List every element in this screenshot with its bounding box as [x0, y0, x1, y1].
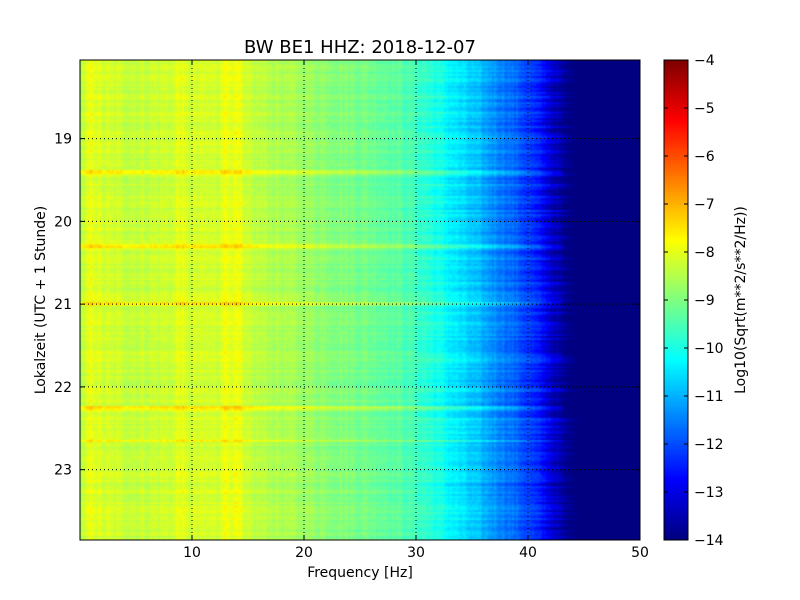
plot-frame — [79, 59, 641, 541]
x-tick-label: 10 — [183, 545, 201, 561]
colorbar-tick-label: −14 — [694, 533, 724, 549]
y-tick-label: 19 — [54, 132, 72, 148]
colorbar-tick-label: −5 — [694, 101, 715, 117]
x-tick-label: 40 — [519, 545, 537, 561]
colorbar-tick-label: −11 — [694, 389, 724, 405]
colorbar-tick-label: −10 — [694, 341, 724, 357]
y-tick-label: 20 — [54, 214, 72, 230]
y-tick-label: 23 — [54, 463, 72, 479]
colorbar-tick-label: −8 — [694, 245, 715, 261]
plot-area: 10 20 30 40 50 19 20 21 22 23 — [54, 59, 649, 561]
x-tick-label: 30 — [407, 545, 425, 561]
y-axis-label: Lokalzeit (UTC + 1 Stunde) — [33, 206, 49, 395]
y-tick-label: 21 — [54, 297, 72, 313]
colorbar-tick-label: −9 — [694, 293, 715, 309]
colorbar-tick-label: −12 — [694, 437, 724, 453]
x-axis-label: Frequency [Hz] — [307, 565, 413, 581]
y-tick-label: 22 — [54, 380, 72, 396]
colorbar-tick-label: −4 — [694, 53, 715, 69]
x-tick-label: 20 — [295, 545, 313, 561]
colorbar-tick-label: −6 — [694, 149, 715, 165]
colorbar-tick-label: −13 — [694, 485, 724, 501]
colorbar-label: Log10(Sqrt(m**2/s**2/Hz)) — [733, 206, 749, 394]
colorbar-tick-label: −7 — [694, 197, 715, 213]
chart-title: BW BE1 HHZ: 2018-12-07 — [244, 37, 476, 58]
spectrogram-image — [80, 60, 640, 540]
x-tick-label: 50 — [631, 545, 649, 561]
